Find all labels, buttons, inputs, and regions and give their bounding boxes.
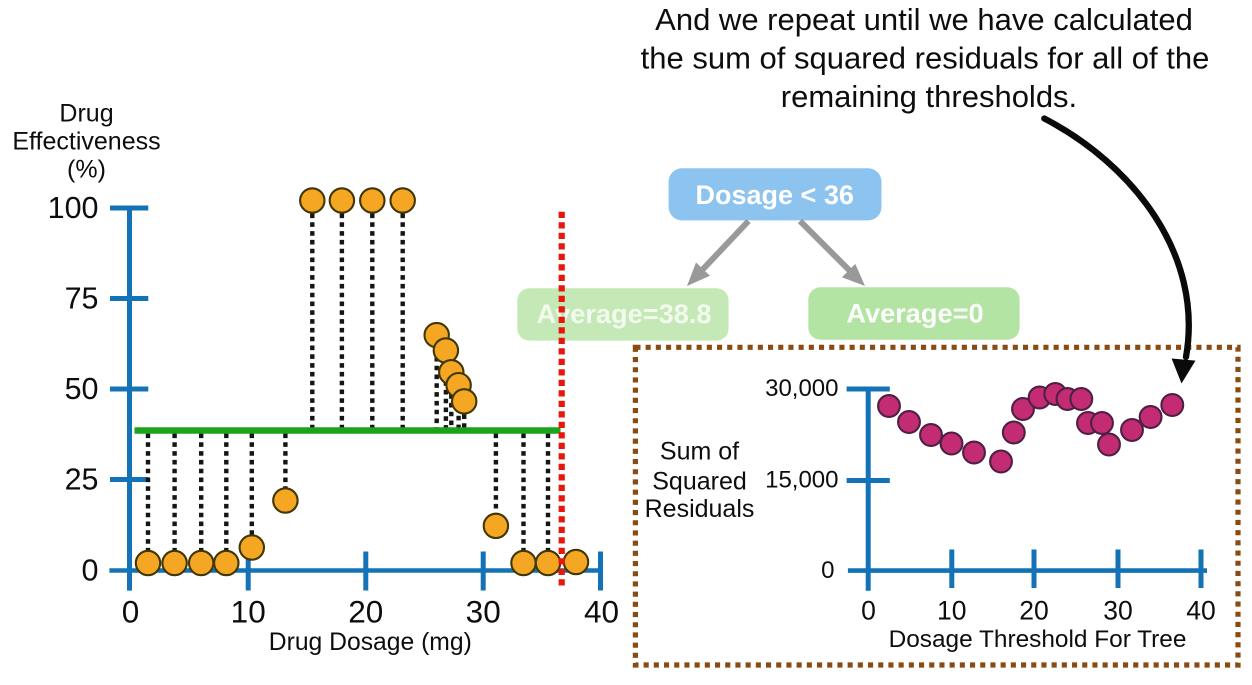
svg-text:Average=38.8: Average=38.8 (536, 298, 711, 329)
svg-text:30,000: 30,000 (765, 375, 838, 402)
svg-text:0: 0 (82, 554, 99, 588)
svg-text:0: 0 (122, 594, 140, 630)
svg-text:25: 25 (65, 463, 99, 497)
svg-text:the sum of squared residuals f: the sum of squared residuals for all of … (641, 41, 1210, 76)
svg-text:Squared: Squared (652, 468, 747, 496)
svg-text:Residuals: Residuals (645, 495, 755, 523)
svg-text:Drug Dosage (mg): Drug Dosage (mg) (269, 629, 472, 656)
svg-text:50: 50 (65, 372, 99, 406)
svg-text:75: 75 (65, 282, 99, 316)
svg-text:15,000: 15,000 (765, 467, 838, 494)
svg-text:Average=0: Average=0 (846, 297, 983, 328)
svg-text:100: 100 (48, 191, 99, 225)
svg-text:30: 30 (1103, 596, 1132, 626)
svg-text:30: 30 (466, 594, 501, 630)
svg-text:(%): (%) (67, 156, 106, 184)
svg-text:Effectiveness: Effectiveness (12, 128, 160, 156)
svg-text:Dosage < 36: Dosage < 36 (696, 180, 854, 210)
svg-text:Dosage Threshold For Tree: Dosage Threshold For Tree (889, 626, 1187, 653)
svg-text:40: 40 (1186, 596, 1215, 626)
svg-text:20: 20 (348, 594, 383, 630)
svg-text:remaining thresholds.: remaining thresholds. (781, 79, 1077, 114)
svg-text:Sum of: Sum of (660, 438, 739, 466)
svg-text:Drug: Drug (59, 100, 113, 128)
svg-text:And we repeat until we have ca: And we repeat until we have calculated (655, 2, 1193, 37)
svg-text:0: 0 (861, 596, 876, 626)
svg-text:10: 10 (937, 596, 966, 626)
svg-text:40: 40 (584, 594, 619, 630)
svg-text:20: 20 (1019, 596, 1048, 626)
svg-text:10: 10 (231, 594, 266, 630)
svg-text:0: 0 (821, 557, 834, 584)
